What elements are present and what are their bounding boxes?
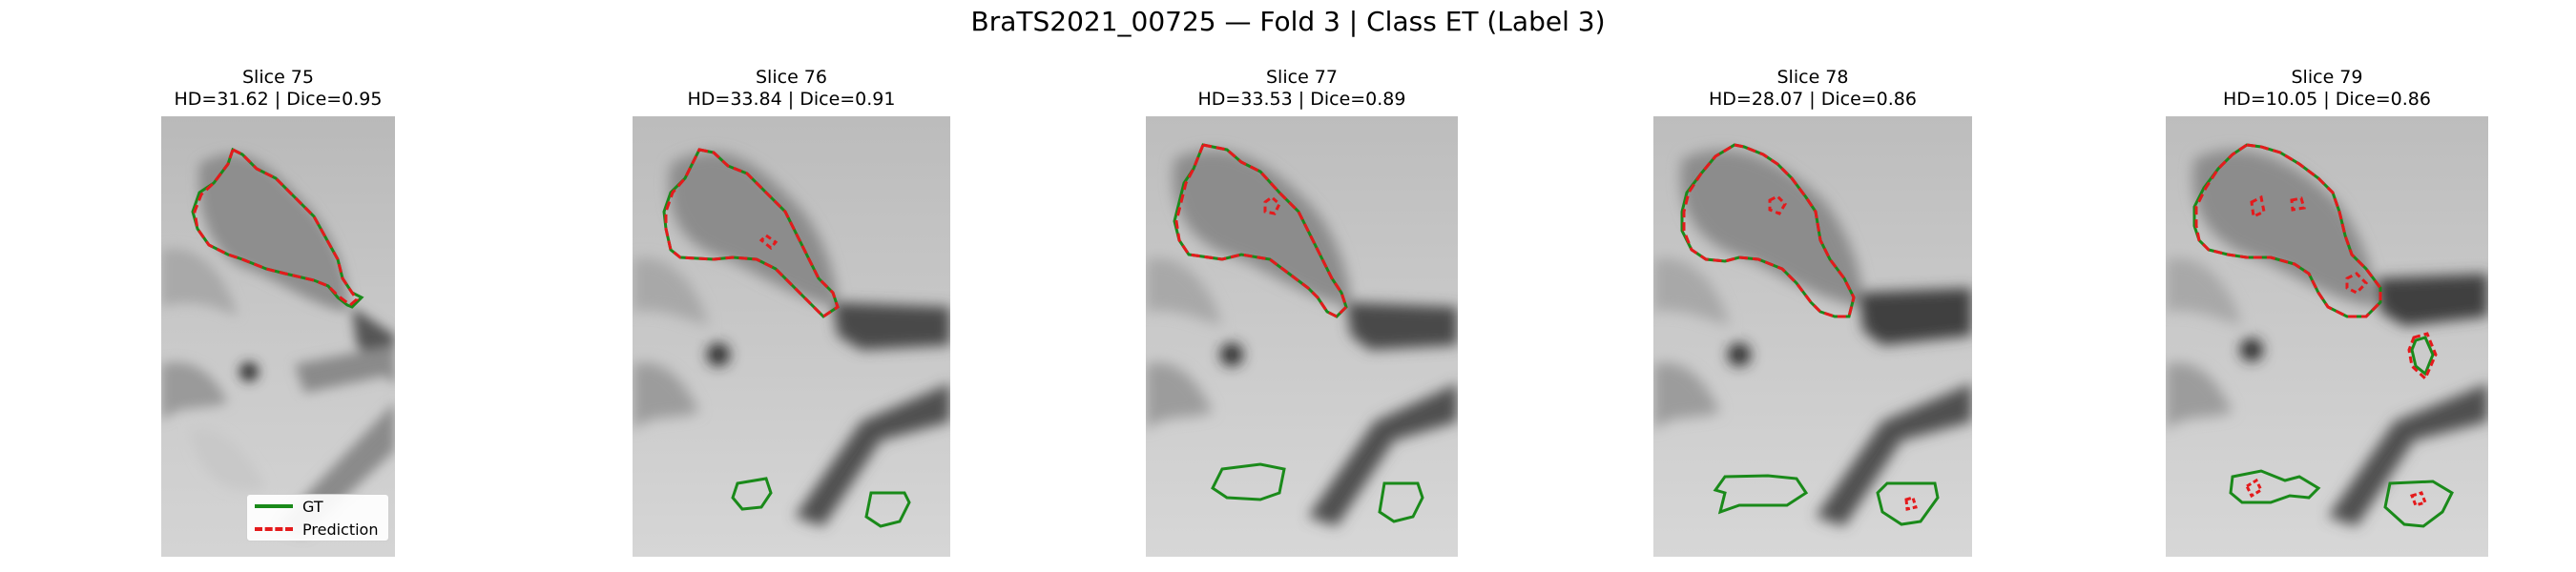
mri-image xyxy=(633,116,950,557)
legend-label: GT xyxy=(302,497,323,516)
slice-label: Slice 75 xyxy=(242,67,314,88)
prediction-line-swatch xyxy=(255,527,293,531)
legend-item-prediction: Prediction xyxy=(247,518,388,541)
mri-image xyxy=(1653,116,1972,557)
mri-image xyxy=(161,116,395,557)
panel-title-79: Slice 79 HD=10.05 | Dice=0.86 xyxy=(2166,67,2488,111)
metrics-label: HD=28.07 | Dice=0.86 xyxy=(1709,89,1917,110)
metrics-label: HD=10.05 | Dice=0.86 xyxy=(2223,89,2431,110)
slice-label: Slice 78 xyxy=(1776,67,1849,88)
mri-image xyxy=(1146,116,1458,557)
metrics-label: HD=33.84 | Dice=0.91 xyxy=(687,89,896,110)
panel-title-78: Slice 78 HD=28.07 | Dice=0.86 xyxy=(1653,67,1972,111)
mri-image xyxy=(2166,116,2488,557)
legend: GT Prediction xyxy=(246,494,389,541)
metrics-label: HD=31.62 | Dice=0.95 xyxy=(174,89,383,110)
legend-item-gt: GT xyxy=(247,495,388,518)
legend-label: Prediction xyxy=(302,520,379,539)
panel-title-77: Slice 77 HD=33.53 | Dice=0.89 xyxy=(1146,67,1458,111)
gt-line-swatch xyxy=(255,504,293,508)
metrics-label: HD=33.53 | Dice=0.89 xyxy=(1197,89,1406,110)
panel-title-75: Slice 75 HD=31.62 | Dice=0.95 xyxy=(161,67,395,111)
panel-title-76: Slice 76 HD=33.84 | Dice=0.91 xyxy=(633,67,950,111)
slice-label: Slice 77 xyxy=(1266,67,1338,88)
slice-label: Slice 76 xyxy=(756,67,827,88)
slice-label: Slice 79 xyxy=(2291,67,2363,88)
figure-title: BraTS2021_00725 — Fold 3 | Class ET (Lab… xyxy=(970,6,1606,37)
